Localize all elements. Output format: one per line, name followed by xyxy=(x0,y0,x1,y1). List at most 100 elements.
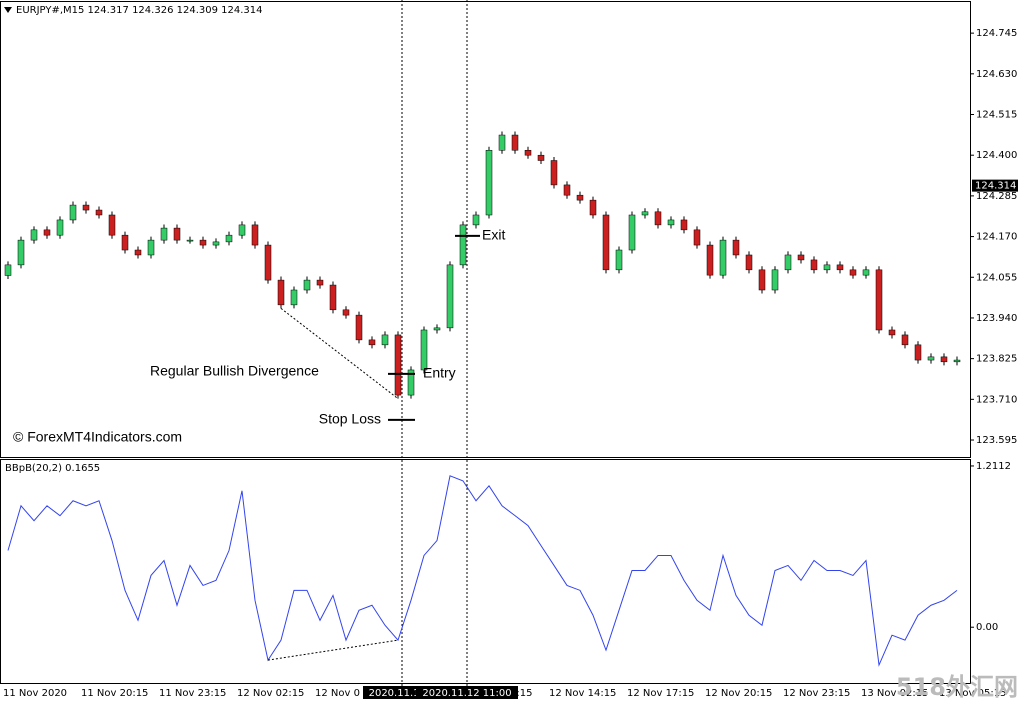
x-tick-label: 12 Nov 14:15 xyxy=(549,688,616,699)
candle-body xyxy=(446,264,454,329)
candle-body xyxy=(641,211,649,216)
candle-body xyxy=(407,369,415,396)
indicator-line xyxy=(7,475,958,667)
candle-body xyxy=(524,149,532,156)
y-tick-label: 124.055 xyxy=(976,272,1017,283)
candle-body xyxy=(329,284,337,311)
candle-body xyxy=(784,254,792,271)
candle-body xyxy=(69,204,77,221)
candle-body xyxy=(485,149,493,216)
indicator-title: BBpB(20,2) 0.1655 xyxy=(5,463,100,474)
candle-body xyxy=(576,194,584,201)
x-tick-label: 11 Nov 23:15 xyxy=(159,688,226,699)
y-tick-label: 123.710 xyxy=(976,394,1017,405)
candle-body xyxy=(355,314,363,341)
level-label: Entry xyxy=(423,365,456,381)
candle-body xyxy=(836,264,844,271)
candle-body xyxy=(745,254,753,271)
candle-body xyxy=(225,234,233,243)
y-tick-label: 123.825 xyxy=(976,354,1017,365)
candle-body xyxy=(238,224,246,236)
candle-body xyxy=(628,214,636,251)
y-tick-label: 124.400 xyxy=(976,150,1017,161)
candle-body xyxy=(108,214,116,236)
candle-body xyxy=(43,229,51,236)
price-tag-label: 124.314 xyxy=(975,181,1016,192)
x-tick-label: 11 Nov 20:15 xyxy=(81,688,148,699)
level-label: Stop Loss xyxy=(319,411,381,427)
y-tick-label: 123.940 xyxy=(976,313,1017,324)
x-tick-label: 12 Nov 23:15 xyxy=(783,688,850,699)
candle-body xyxy=(550,160,558,186)
candle-body xyxy=(251,224,259,246)
candle-body xyxy=(4,264,12,276)
divergence-label: Regular Bullish Divergence xyxy=(150,363,319,379)
divergence-line xyxy=(267,639,399,661)
y-tick-label: 1.2112 xyxy=(976,461,1011,472)
candle-body xyxy=(277,279,285,306)
copyright: © ForexMT4Indicators.com xyxy=(13,429,182,445)
candle-body xyxy=(758,269,766,291)
candle-body xyxy=(381,334,389,346)
crosshair-label: 2020.11.12 0 xyxy=(369,688,436,699)
candle-body xyxy=(82,204,90,211)
candle-body xyxy=(901,334,909,346)
price-panel xyxy=(0,1,971,458)
candle-body xyxy=(420,329,428,371)
candle-body xyxy=(719,239,727,276)
y-tick-label: 0.00 xyxy=(976,622,998,633)
candle-body xyxy=(953,359,961,363)
divergence-line xyxy=(280,308,399,400)
candle-body xyxy=(134,249,142,256)
candle-body xyxy=(160,227,168,241)
candle-body xyxy=(368,339,376,346)
y-tick-label: 124.630 xyxy=(976,69,1017,80)
candle-body xyxy=(56,219,64,236)
candle-body xyxy=(394,334,402,396)
candle-body xyxy=(810,259,818,271)
y-tick-label: 124.170 xyxy=(976,232,1017,243)
x-tick-label: 12 Nov 17:15 xyxy=(627,688,694,699)
candle-body xyxy=(186,239,194,242)
candle-body xyxy=(732,239,740,256)
candle-body xyxy=(615,249,623,271)
y-tick-label: 123.595 xyxy=(976,435,1017,446)
crosshair-label: 2020.11.12 11:00 xyxy=(422,688,511,699)
candle-body xyxy=(940,356,948,363)
candle-body xyxy=(511,134,519,151)
candle-body xyxy=(680,219,688,231)
candle-body xyxy=(147,239,155,256)
candle-body xyxy=(823,264,831,271)
x-tick-label: 13 Nov 02:15 xyxy=(861,688,928,699)
candle-body xyxy=(290,289,298,306)
candle-body xyxy=(121,234,129,251)
x-tick-label: 12 Nov 0 xyxy=(315,688,360,699)
candle-body xyxy=(30,229,38,241)
candle-body xyxy=(212,241,220,246)
candle-body xyxy=(667,219,675,226)
chart-title: EURJPY#,M15 124.317 124.326 124.309 124.… xyxy=(16,5,263,16)
candle-body xyxy=(173,227,181,241)
candle-body xyxy=(264,244,272,281)
x-tick-label: 1:15 xyxy=(510,688,532,699)
candle-body xyxy=(563,184,571,196)
candle-body xyxy=(693,229,701,246)
candle-body xyxy=(498,134,506,151)
candle-body xyxy=(914,344,922,361)
candle-body xyxy=(797,254,805,261)
candle-body xyxy=(875,269,883,331)
x-tick-label: 12 Nov 20:15 xyxy=(705,688,772,699)
crosshair-box xyxy=(416,686,518,699)
candle-body xyxy=(862,269,870,276)
x-tick-label: 12 Nov 02:15 xyxy=(237,688,304,699)
candle-body xyxy=(316,279,324,286)
candle-body xyxy=(706,244,714,276)
y-tick-label: 124.745 xyxy=(976,28,1017,39)
x-tick-label: 13 Nov 05:15 xyxy=(939,688,1006,699)
candle-body xyxy=(537,154,545,161)
candle-body xyxy=(95,209,103,216)
candle-body xyxy=(199,239,207,246)
candle-body xyxy=(927,356,935,361)
